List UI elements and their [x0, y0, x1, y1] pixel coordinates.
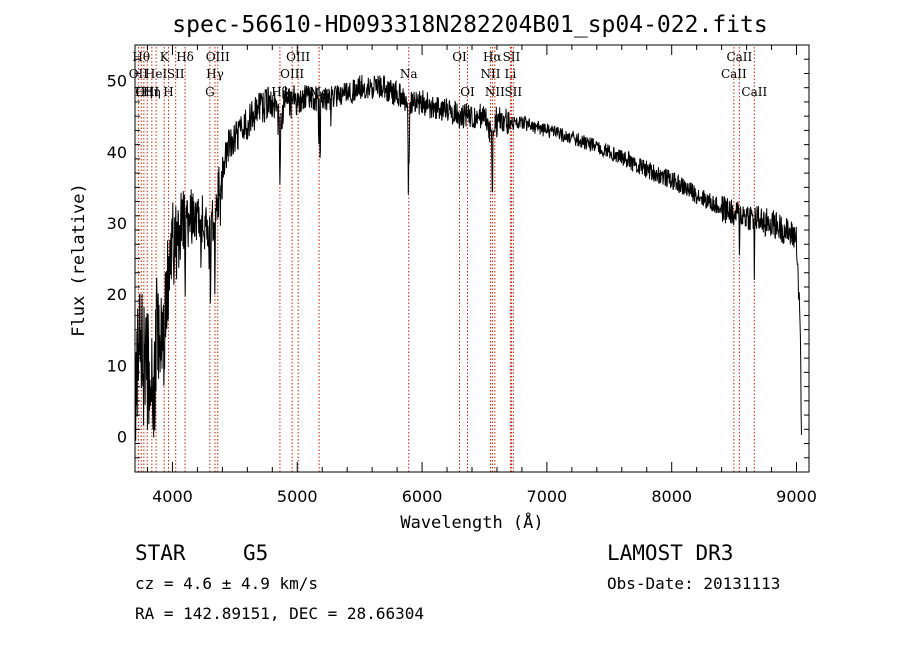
x-tick-label: 7000: [527, 487, 568, 506]
x-tick-label: 4000: [152, 487, 193, 506]
line-label: CaII: [721, 67, 747, 81]
y-tick-label: 40: [107, 143, 127, 162]
emission-line-labels: OIIHθHηOIIIHηHeIKHSIIHδGHγOIIIHβOIIIOIII…: [129, 50, 768, 99]
line-label: OI: [452, 50, 467, 64]
x-axis-label: Wavelength (Å): [400, 511, 543, 533]
obs-date: Obs-Date: 20131113: [607, 574, 780, 593]
y-tick-label: 10: [107, 356, 127, 375]
x-tick-label: 5000: [277, 487, 318, 506]
y-axis: 0 10 20 30 40 50: [107, 44, 809, 473]
redshift-readout: cz = 4.6 ± 4.9 km/s: [135, 574, 318, 593]
line-label: OI: [460, 85, 475, 99]
line-label: NII: [485, 85, 505, 99]
info-block: STAR G5 LAMOST DR3 cz = 4.6 ± 4.9 km/s O…: [135, 541, 780, 623]
spectrum-line: [134, 74, 802, 441]
line-label: Li: [505, 67, 517, 81]
x-axis: 4000 5000 6000 7000 8000 9000: [146, 45, 817, 506]
line-label: Hη: [143, 85, 161, 99]
line-label: OII: [129, 67, 149, 81]
object-subclass: G5: [243, 541, 268, 565]
x-tick-label: 6000: [402, 487, 443, 506]
x-tick-label: 8000: [651, 487, 692, 506]
line-label: H: [163, 85, 173, 99]
line-label: SII: [167, 67, 185, 81]
line-label: Hη: [135, 85, 153, 99]
line-label: SII: [503, 50, 521, 64]
line-label: K: [160, 50, 170, 64]
line-label: Na: [400, 67, 418, 81]
y-tick-label: 0: [117, 427, 127, 446]
line-label: Hδ: [176, 50, 194, 64]
line-label: Hθ: [132, 50, 150, 64]
line-label: HeI: [145, 67, 168, 81]
line-label: OIII: [206, 50, 230, 64]
x-tick-label: 9000: [776, 487, 817, 506]
radec-readout: RA = 142.89151, DEC = 28.66304: [135, 604, 424, 623]
line-label: NII: [480, 67, 500, 81]
y-axis-label: Flux (relative): [69, 183, 89, 337]
line-label: CaII: [741, 85, 767, 99]
line-label: SII: [504, 85, 522, 99]
line-label: G: [205, 85, 215, 99]
line-label: Hα: [483, 50, 502, 64]
y-tick-label: 20: [107, 285, 127, 304]
object-class: STAR: [135, 541, 186, 565]
line-label: Hγ: [206, 67, 224, 81]
line-label: OIII: [280, 67, 304, 81]
line-label: CaII: [726, 50, 752, 64]
y-tick-label: 50: [107, 72, 127, 91]
survey-name: LAMOST DR3: [607, 541, 733, 565]
line-label: OIII: [286, 50, 310, 64]
chart-title: spec-56610-HD093318N282204B01_sp04-022.f…: [172, 12, 767, 38]
line-label: OIII: [135, 85, 159, 99]
y-tick-label: 30: [107, 214, 127, 233]
